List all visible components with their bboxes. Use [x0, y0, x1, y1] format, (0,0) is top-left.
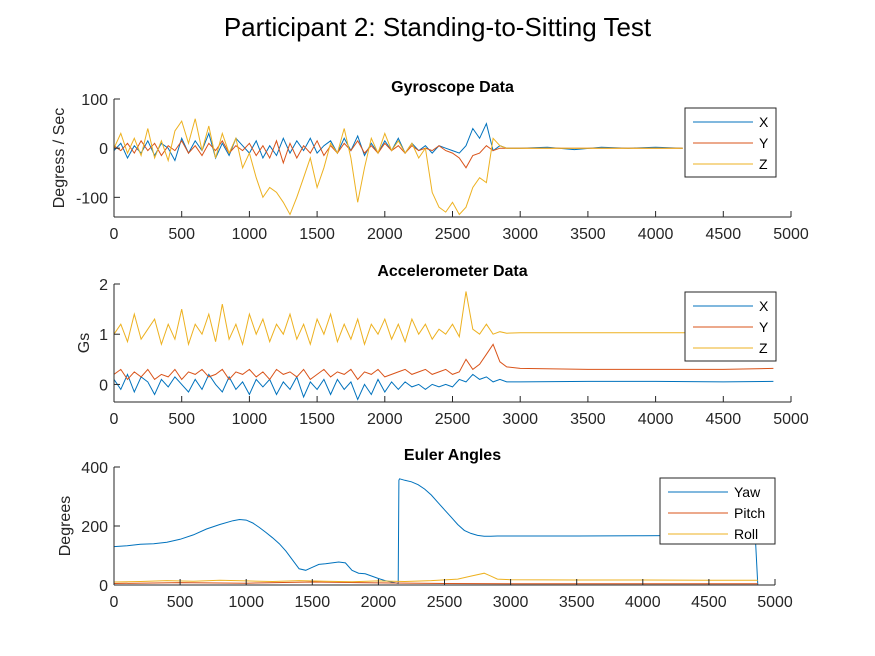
x-tick-label: 2500	[427, 594, 463, 611]
y-tick-label: 200	[81, 519, 108, 536]
x-tick-label: 4500	[691, 594, 727, 611]
x-tick-label: 3500	[570, 226, 606, 243]
x-tick-label: 5000	[773, 411, 809, 428]
x-tick-label: 4000	[638, 411, 674, 428]
x-tick-label: 500	[167, 594, 194, 611]
x-tick-label: 500	[168, 411, 195, 428]
x-tick-label: 1000	[232, 411, 268, 428]
axes-title: Euler Angles	[404, 447, 501, 464]
x-tick-label: 1000	[228, 594, 264, 611]
legend-label-z: Z	[759, 156, 768, 172]
legend: XYZ	[684, 107, 777, 178]
x-tick-label: 3000	[502, 226, 538, 243]
x-tick-label: 3000	[493, 594, 529, 611]
x-tick-label: 3000	[502, 411, 538, 428]
series-line-x	[114, 373, 774, 401]
legend-label-yaw: Yaw	[734, 484, 761, 500]
euler-angles-axes: 0 500 1000 1500 2000 2500 3000 3500 4000 4500 5000…	[57, 447, 793, 611]
legend: Yaw Pitch Roll	[659, 477, 776, 545]
series-line-roll	[114, 572, 758, 583]
legend-label-z: Z	[759, 340, 768, 356]
x-tick-label: 2500	[435, 226, 471, 243]
axes-title: Gyroscope Data	[391, 79, 514, 96]
y-axis-label: Degress / Sec	[51, 108, 68, 208]
y-axis-label: Degrees	[57, 496, 74, 556]
y-tick-label: 100	[81, 92, 108, 109]
y-tick-label: 1	[99, 327, 108, 344]
series-line-yaw	[114, 478, 759, 585]
plot-area	[114, 99, 791, 217]
x-tick-label: 2500	[435, 411, 471, 428]
legend-label-y: Y	[759, 135, 769, 151]
legend-label-roll: Roll	[734, 526, 758, 542]
x-tick-label: 0	[110, 594, 119, 611]
series-line-z	[114, 118, 683, 216]
x-tick-label: 2000	[367, 226, 403, 243]
legend-label-pitch: Pitch	[734, 505, 765, 521]
series-line-z	[114, 291, 774, 347]
x-tick-label: 0	[110, 226, 119, 243]
axes-title: Accelerometer Data	[377, 263, 527, 280]
y-axis-label: Gs	[76, 333, 93, 353]
y-tick-label: 0	[99, 578, 108, 595]
x-tick-label: 4500	[706, 411, 742, 428]
x-tick-label: 3500	[559, 594, 595, 611]
x-tick-label: 2000	[361, 594, 397, 611]
x-tick-label: 1500	[295, 594, 331, 611]
x-tick-label: 3500	[570, 411, 606, 428]
figure-title: Participant 2: Standing-to-Sitting Test	[223, 12, 652, 42]
y-tick-label: -100	[76, 190, 108, 207]
y-tick-label: 0	[99, 377, 108, 394]
x-tick-label: 1500	[299, 411, 335, 428]
y-tick-label: 400	[81, 460, 108, 477]
series-line-y	[114, 343, 774, 381]
accelerometer-axes: 0 500 1000 1500 2000 2500 3000 3500 4000 4500 5000…	[76, 263, 809, 428]
legend-label-x: X	[759, 114, 769, 130]
legend-label-x: X	[759, 298, 769, 314]
x-tick-label: 4000	[638, 226, 674, 243]
legend-label-y: Y	[759, 319, 769, 335]
x-tick-label: 0	[110, 411, 119, 428]
x-tick-label: 500	[168, 226, 195, 243]
x-tick-label: 2000	[367, 411, 403, 428]
x-tick-label: 5000	[773, 226, 809, 243]
legend: XYZ	[684, 291, 777, 362]
x-tick-label: 1000	[232, 226, 268, 243]
x-tick-label: 4000	[625, 594, 661, 611]
y-tick-label: 0	[99, 141, 108, 158]
legend-box	[659, 477, 776, 545]
x-tick-label: 4500	[706, 226, 742, 243]
x-tick-label: 1500	[299, 226, 335, 243]
gyroscope-axes: 0 500 1000 1500 2000 2500 3000 3500 4000 4500 5000…	[51, 79, 809, 243]
y-tick-label: 2	[99, 277, 108, 294]
x-tick-label: 5000	[757, 594, 793, 611]
